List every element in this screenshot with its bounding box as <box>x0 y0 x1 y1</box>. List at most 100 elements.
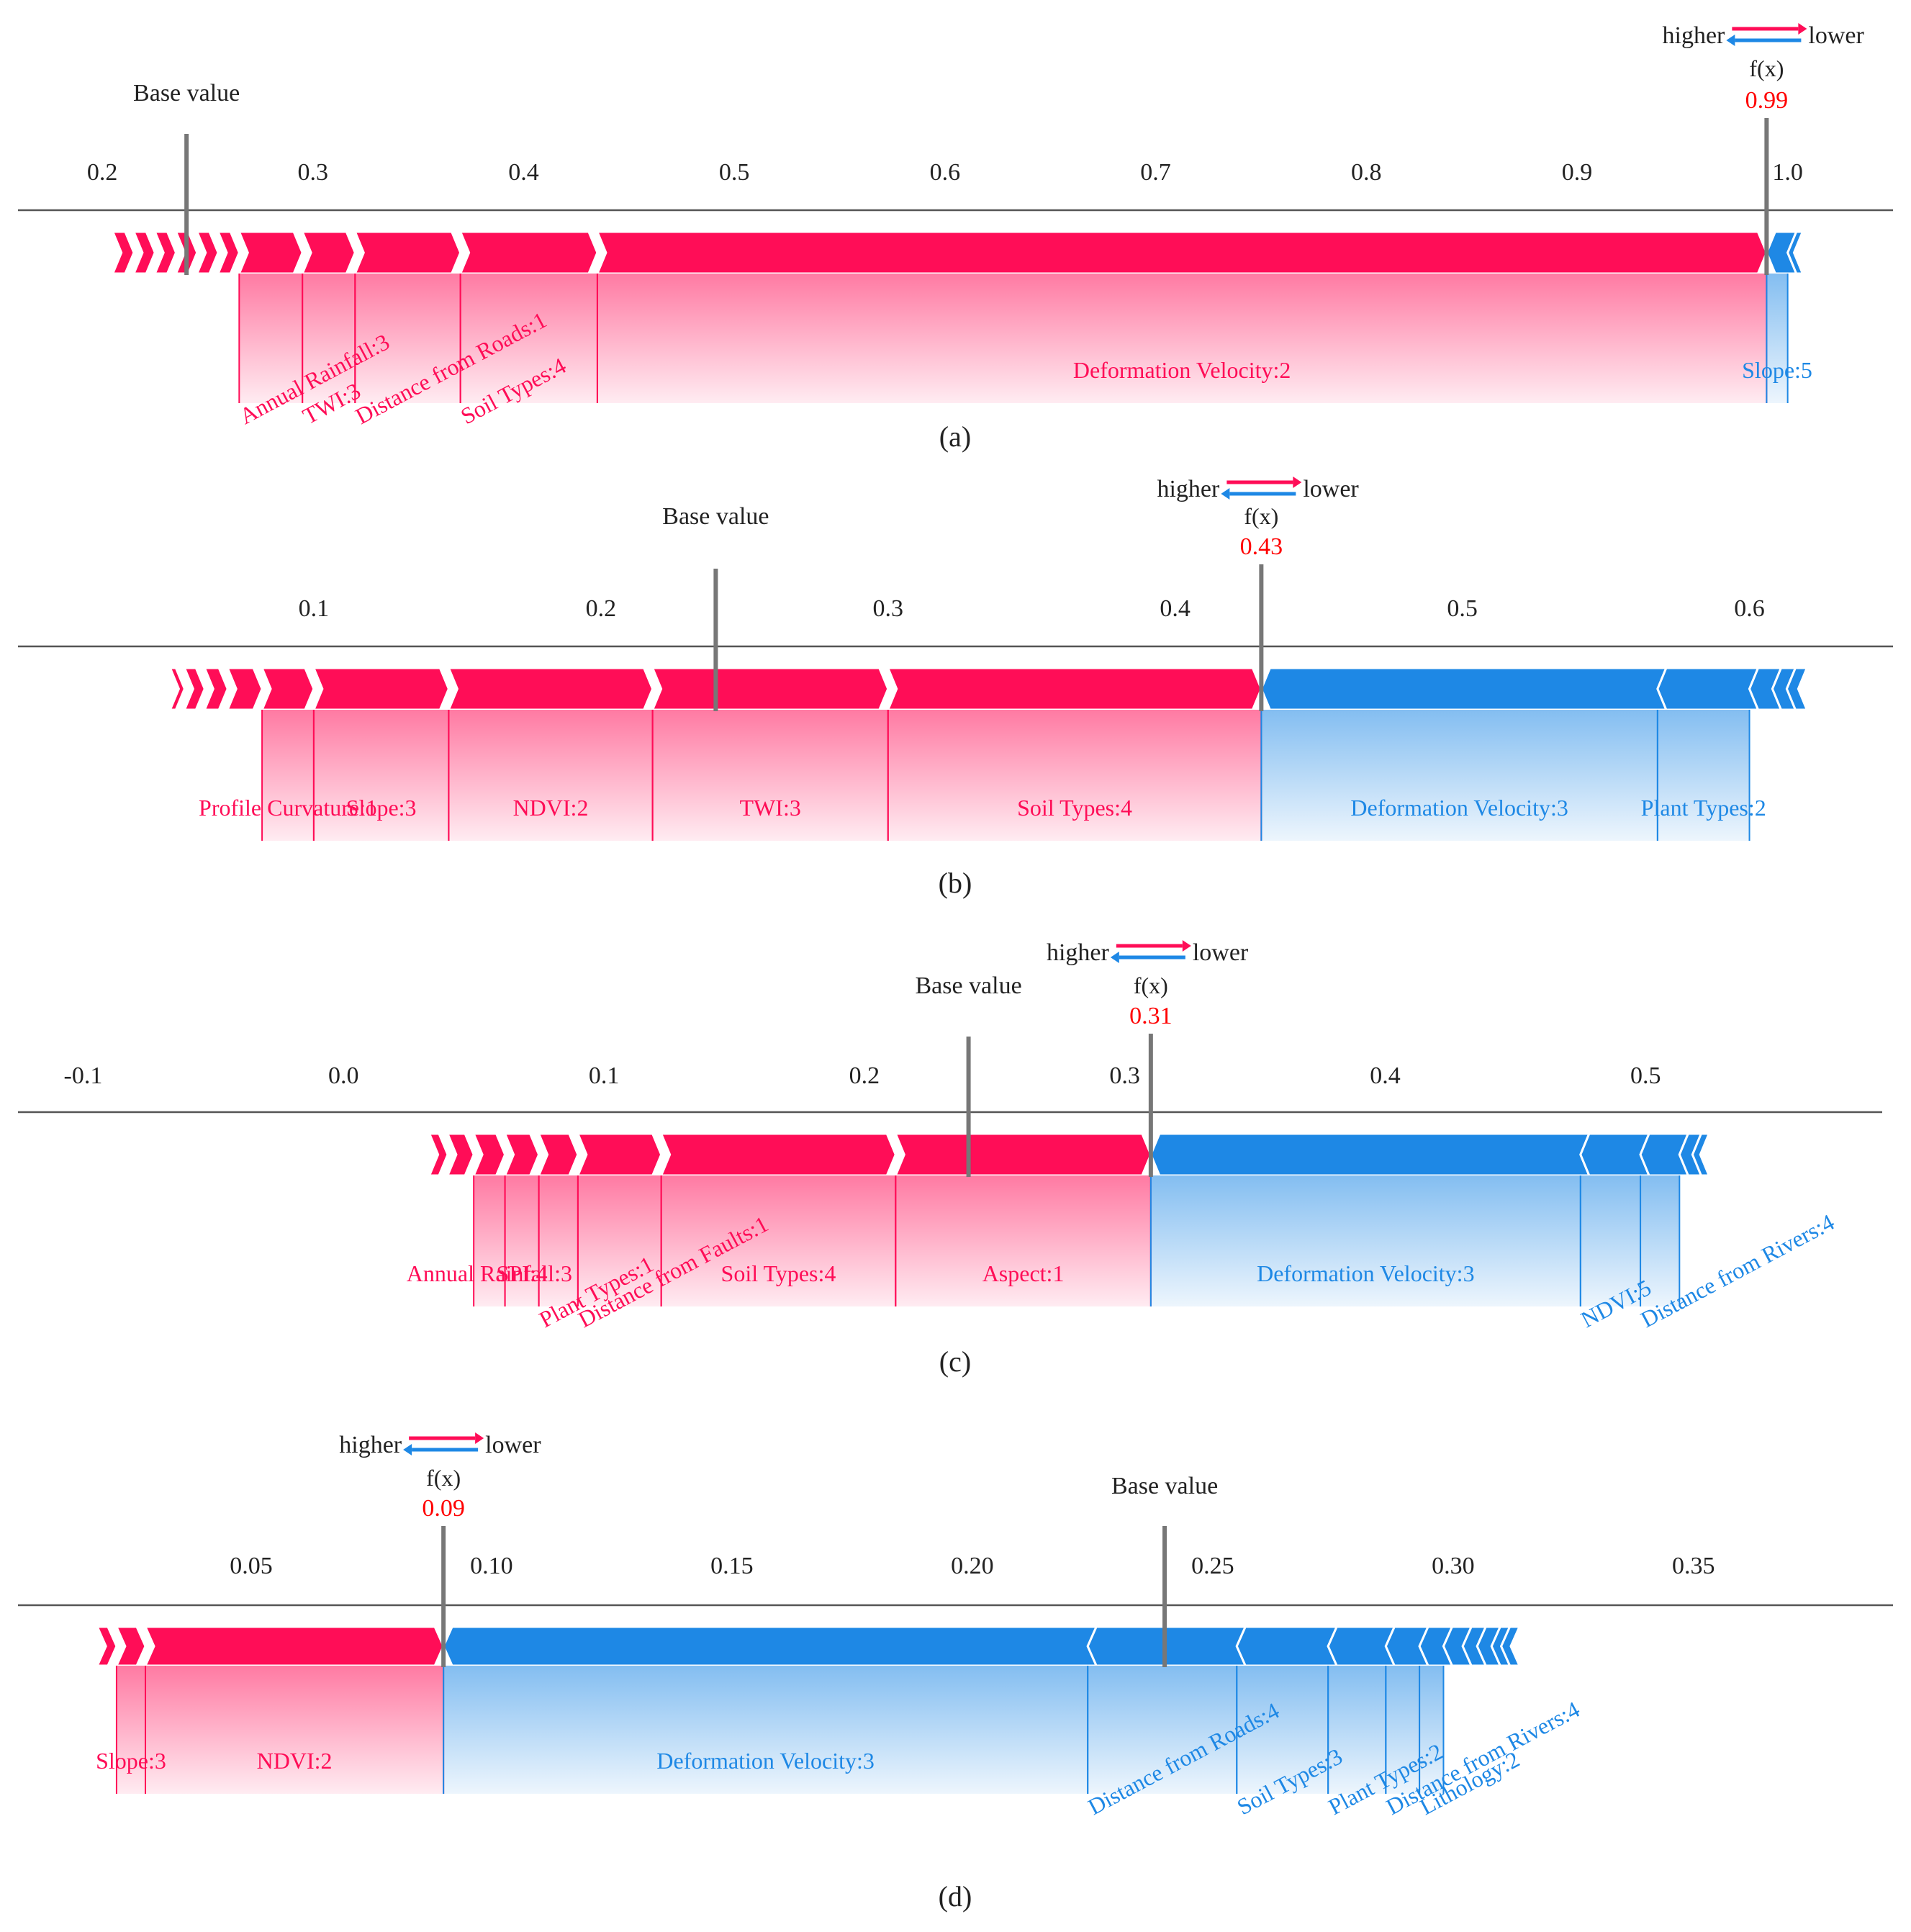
positive-force-segment <box>153 230 178 275</box>
feature-label: Soil Types:4 <box>1017 795 1132 821</box>
tick-label: 0.5 <box>719 159 750 186</box>
positive-force-segment <box>659 1132 897 1177</box>
negative-force-segment <box>1235 1625 1339 1667</box>
feature-label: Annual Rainfall:3 <box>407 1260 572 1286</box>
positive-band <box>116 1666 146 1794</box>
tick-label: 0.3 <box>1109 1062 1140 1089</box>
tick-label: 0.8 <box>1351 159 1382 186</box>
positive-force-segment <box>225 667 263 711</box>
tick-label: 0.35 <box>1672 1553 1715 1579</box>
legend-higher: higher <box>1157 476 1220 502</box>
positive-band <box>652 710 888 841</box>
positive-force-segment <box>576 1132 663 1177</box>
feature-label: Deformation Velocity:3 <box>1350 795 1568 821</box>
fx-label: f(x) <box>426 1465 461 1491</box>
feature-label: Soil Types:4 <box>721 1260 836 1286</box>
positive-force-segment <box>428 1132 449 1177</box>
tick-label: 0.4 <box>508 159 539 186</box>
positive-band <box>460 274 597 403</box>
higher-lower-legend: higher lower <box>1047 939 1249 966</box>
fx-value: 0.31 <box>1129 1003 1173 1029</box>
panel-a: 0.2 0.3 0.4 0.5 0.6 0.7 0.8 0.9 1.0 Deformation V… <box>18 22 1893 453</box>
negative-band <box>1766 274 1788 403</box>
feature-label: NDVI:2 <box>513 795 589 821</box>
positive-force-segment <box>537 1132 579 1177</box>
negative-band <box>1657 710 1750 841</box>
legend-lower: lower <box>485 1432 541 1458</box>
tick-label: 0.9 <box>1562 159 1593 186</box>
negative-force-segment <box>1579 1132 1651 1177</box>
positive-force-segment <box>458 230 599 275</box>
panel-caption: (a) <box>939 420 971 453</box>
positive-force-segment <box>651 667 890 711</box>
arrow-left-head-icon <box>1221 488 1230 500</box>
positive-band <box>313 710 449 841</box>
fx-value: 0.09 <box>422 1495 465 1522</box>
positive-force-segment <box>447 667 654 711</box>
legend-lower: lower <box>1808 22 1864 49</box>
positive-band <box>355 274 461 403</box>
positive-force-segment <box>471 1132 507 1177</box>
negative-force-segment <box>442 1625 1098 1667</box>
positive-band <box>448 710 653 841</box>
fx-value: 0.43 <box>1240 533 1283 560</box>
tick-label: 0.0 <box>328 1062 359 1089</box>
feature-label: Deformation Velocity:3 <box>656 1748 874 1774</box>
tick-label: 0.10 <box>470 1553 513 1579</box>
arrow-right-head-icon <box>1293 477 1302 488</box>
negative-band <box>1386 1666 1420 1794</box>
negative-force-segment <box>1786 230 1804 275</box>
negative-force-segment <box>1327 1625 1396 1667</box>
panel-caption: (c) <box>939 1345 971 1378</box>
positive-force-segment <box>300 230 356 275</box>
tick-label: 0.3 <box>298 159 329 186</box>
positive-force-segment <box>353 230 462 275</box>
feature-label: Profile Curvature:1 <box>199 795 377 821</box>
tick-label: 0.4 <box>1370 1062 1401 1089</box>
panel-caption: (d) <box>939 1880 972 1913</box>
positive-band <box>302 274 356 403</box>
positive-force-segment <box>216 230 240 275</box>
legend-higher: higher <box>339 1432 402 1458</box>
fx-label: f(x) <box>1134 972 1168 998</box>
negative-force-segment <box>1785 667 1809 711</box>
positive-force-segment <box>114 1625 147 1667</box>
panel-c: -0.1 0.0 0.1 0.2 0.3 0.4 0.5 Aspect:1 Soil Types… <box>18 939 1882 1378</box>
positive-force-segment <box>195 230 220 275</box>
feature-label: Plant Types:2 <box>1641 795 1766 821</box>
positive-force-segment <box>132 230 156 275</box>
positive-force-segment <box>312 667 451 711</box>
base-value-label: Base value <box>662 503 769 530</box>
positive-band <box>895 1175 1151 1306</box>
positive-force-segment <box>143 1625 445 1667</box>
legend-lower: lower <box>1303 476 1359 502</box>
positive-band <box>887 710 1262 841</box>
arrow-left-head-icon <box>1110 952 1119 963</box>
positive-force-segment <box>183 667 206 711</box>
feature-label: Deformation Velocity:2 <box>1073 357 1291 383</box>
positive-band <box>577 1175 661 1306</box>
arrow-left-head-icon <box>403 1444 412 1455</box>
tick-label: 0.2 <box>586 595 617 622</box>
legend-lower: lower <box>1193 939 1249 966</box>
feature-label: TWI:3 <box>740 795 801 821</box>
higher-lower-legend: higher lower <box>1663 22 1865 49</box>
negative-band <box>1640 1175 1680 1306</box>
negative-band <box>1419 1666 1444 1794</box>
negative-force-segment <box>1260 667 1668 711</box>
positive-force-segment <box>446 1132 475 1177</box>
negative-band <box>1237 1666 1329 1794</box>
positive-force-segment <box>595 230 1768 275</box>
positive-force-segment <box>503 1132 541 1177</box>
negative-force-segment <box>1691 1132 1711 1177</box>
negative-band <box>1150 1175 1581 1306</box>
tick-label: 0.25 <box>1191 1553 1234 1579</box>
tick-label: 0.1 <box>589 1062 620 1089</box>
tick-label: 0.05 <box>230 1553 273 1579</box>
positive-force-segment <box>111 230 135 275</box>
feature-label: Deformation Velocity:3 <box>1257 1260 1474 1286</box>
tick-label: 0.5 <box>1447 595 1478 622</box>
positive-force-segment <box>886 667 1262 711</box>
feature-label: Slope:3 <box>346 795 417 821</box>
higher-lower-legend: higher lower <box>1157 476 1359 502</box>
